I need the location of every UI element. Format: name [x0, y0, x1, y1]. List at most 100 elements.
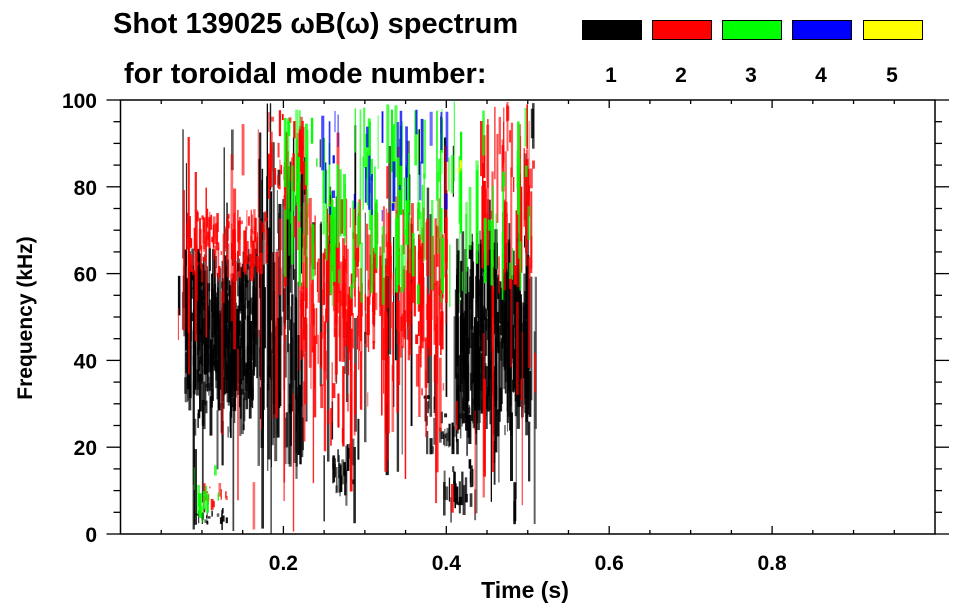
mode-2-streak: [326, 244, 330, 279]
mode-1-streak: [232, 405, 235, 531]
mode-1-streak: [525, 232, 528, 319]
mode-1-streak: [459, 413, 462, 439]
mode-2-streak: [360, 293, 363, 353]
mode-2-streak: [439, 357, 442, 432]
mode-2-streak: [218, 483, 222, 497]
mode-2-streak: [213, 245, 215, 260]
mode-2-streak: [203, 483, 206, 495]
mode-3-streak: [397, 157, 400, 255]
mode-3-streak: [416, 284, 420, 305]
mode-2-streak: [317, 258, 321, 303]
mode-2-streak: [379, 246, 382, 307]
mode-1-streak: [470, 313, 472, 390]
mode-2-streak: [366, 296, 370, 336]
mode-2-streak: [281, 114, 284, 121]
mode-4-streak: [328, 121, 331, 165]
mode-2-streak: [187, 137, 190, 334]
mode-2-streak: [496, 133, 499, 223]
mode-2-streak: [339, 261, 343, 307]
mode-1-streak: [336, 467, 338, 493]
mode-3-streak: [297, 156, 300, 222]
mode-1-streak: [467, 415, 471, 438]
mode-2-streak: [381, 264, 383, 416]
mode-1-streak: [184, 323, 188, 403]
mode-1-streak: [245, 362, 249, 410]
mode-2-streak: [191, 269, 195, 276]
mode-1-streak: [493, 366, 496, 485]
mode-2-streak: [252, 240, 255, 268]
mode-2-streak: [257, 232, 259, 243]
mode-3-streak: [298, 227, 301, 287]
mode-2-streak: [320, 384, 324, 409]
mode-1-streak: [426, 401, 429, 414]
mode-2-streak: [415, 334, 419, 345]
mode-2-streak: [288, 117, 292, 123]
mode-1-streak: [455, 346, 458, 425]
mode-2-streak: [262, 222, 264, 233]
mode-1-streak: [206, 520, 209, 525]
mode-1-streak: [192, 330, 195, 530]
mode-3-streak: [304, 123, 308, 186]
mode-2-streak: [516, 242, 520, 288]
mode-1-streak: [285, 334, 287, 378]
mode-1-streak: [484, 394, 488, 429]
mode-2-streak: [299, 116, 303, 165]
mode-3-streak: [465, 202, 468, 272]
mode-2-streak: [349, 207, 351, 228]
mode-1-streak: [216, 513, 220, 517]
mode-1-streak: [460, 260, 463, 298]
mode-1-streak: [209, 354, 212, 392]
mode-1-streak: [498, 294, 500, 483]
mode-2-streak: [408, 248, 411, 326]
mode-1-streak: [198, 253, 201, 314]
mode-2-streak: [298, 211, 301, 371]
mode-1-streak: [464, 353, 468, 419]
mode-3-streak: [448, 157, 450, 192]
mode-1-streak: [458, 414, 460, 418]
mode-1-streak: [498, 325, 501, 422]
mode-2-streak: [356, 315, 358, 350]
mode-3-streak: [423, 173, 425, 262]
mode-1-streak: [476, 397, 478, 514]
y-tick-label: 0: [85, 524, 97, 547]
mode-1-streak: [484, 317, 488, 356]
mode-2-streak: [202, 256, 206, 261]
mode-1-streak: [533, 331, 536, 524]
mode-2-streak: [415, 354, 419, 387]
mode-1-streak: [475, 276, 477, 445]
mode-2-streak: [243, 230, 247, 264]
mode-2-streak: [396, 360, 400, 413]
mode-2-streak: [230, 153, 234, 322]
mode-2-streak: [244, 258, 247, 275]
mode-1-streak: [213, 361, 216, 371]
y-axis-label: Frequency (kHz): [14, 236, 37, 399]
mode-2-streak: [392, 273, 395, 296]
mode-2-streak: [189, 261, 192, 272]
mode-3-streak: [370, 209, 374, 294]
mode-2-streak: [322, 315, 325, 386]
mode-1-streak: [217, 332, 220, 409]
mode-2-streak: [425, 370, 427, 438]
mode-3-streak: [344, 184, 346, 244]
mode-1-streak: [327, 253, 330, 462]
legend-label-5: 5: [886, 64, 898, 87]
mode-2-streak: [520, 191, 523, 269]
mode-1-streak: [505, 281, 507, 344]
mode-1-streak: [319, 139, 321, 168]
mode-2-streak: [417, 321, 420, 336]
mode-2-streak: [342, 366, 345, 447]
mode-4-streak: [415, 109, 418, 135]
mode-1-streak: [289, 234, 291, 331]
mode-2-streak: [516, 301, 519, 395]
mode-1-streak: [299, 384, 302, 465]
mode-1-streak: [364, 212, 366, 344]
mode-4-streak: [429, 111, 433, 146]
mode-1-streak: [476, 232, 479, 303]
mode-1-streak: [528, 421, 531, 482]
mode-2-streak: [316, 262, 318, 292]
mode-2-streak: [254, 217, 257, 243]
y-tick-label: 100: [62, 90, 97, 113]
mode-1-streak: [297, 335, 300, 455]
mode-1-streak: [238, 335, 242, 356]
